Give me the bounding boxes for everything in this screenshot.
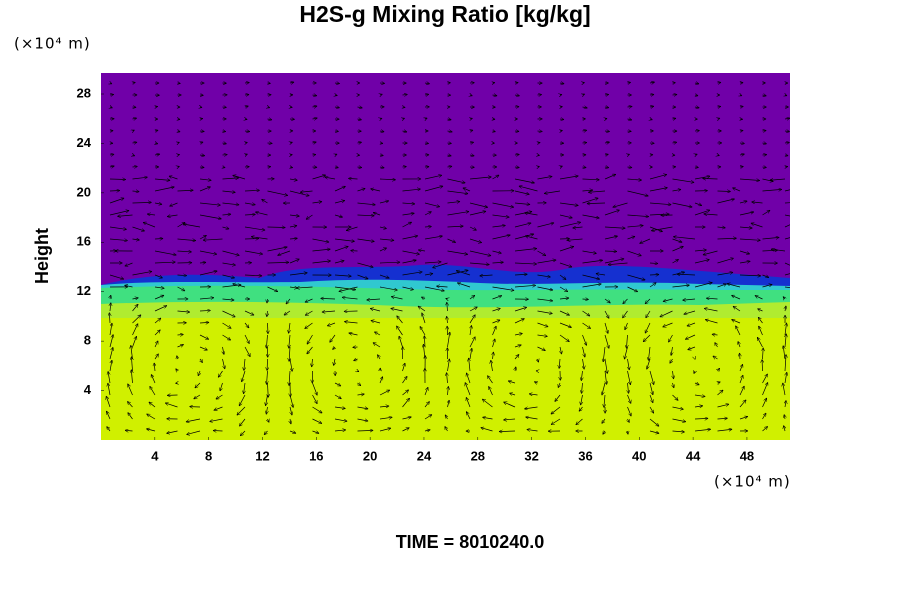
x-tick-label: 8 xyxy=(205,448,212,463)
y-tick-label: 16 xyxy=(77,234,91,249)
x-tick-label: 20 xyxy=(363,448,377,463)
y-tick-label: 24 xyxy=(77,135,92,150)
field-lower xyxy=(101,318,790,440)
x-tick-label: 16 xyxy=(309,448,323,463)
vector-arrow xyxy=(178,83,181,84)
x-unit: (×10⁴ m) xyxy=(714,473,791,491)
x-tick-label: 36 xyxy=(578,448,592,463)
y-tick-label: 12 xyxy=(77,283,91,298)
time-label: TIME = 8010240.0 xyxy=(396,532,545,552)
x-tick-label: 32 xyxy=(524,448,538,463)
x-tick-label: 48 xyxy=(740,448,754,463)
vector-arrow xyxy=(560,94,562,95)
y-tick-label: 20 xyxy=(77,184,91,199)
y-tick-label: 8 xyxy=(84,333,91,348)
x-tick-label: 40 xyxy=(632,448,646,463)
y-axis-label: Height xyxy=(32,228,52,284)
field xyxy=(101,73,803,440)
x-tick-label: 28 xyxy=(471,448,485,463)
x-tick-label: 4 xyxy=(151,448,159,463)
chart-title: H2S-g Mixing Ratio [kg/kg] xyxy=(299,1,590,27)
x-tick-label: 24 xyxy=(417,448,432,463)
y-unit: (×10⁴ m) xyxy=(14,35,91,53)
vector-arrow xyxy=(695,167,699,168)
y-tick-label: 28 xyxy=(77,85,91,100)
x-tick-label: 44 xyxy=(686,448,701,463)
y-tick-label: 4 xyxy=(84,382,92,397)
x-tick-label: 12 xyxy=(255,448,269,463)
